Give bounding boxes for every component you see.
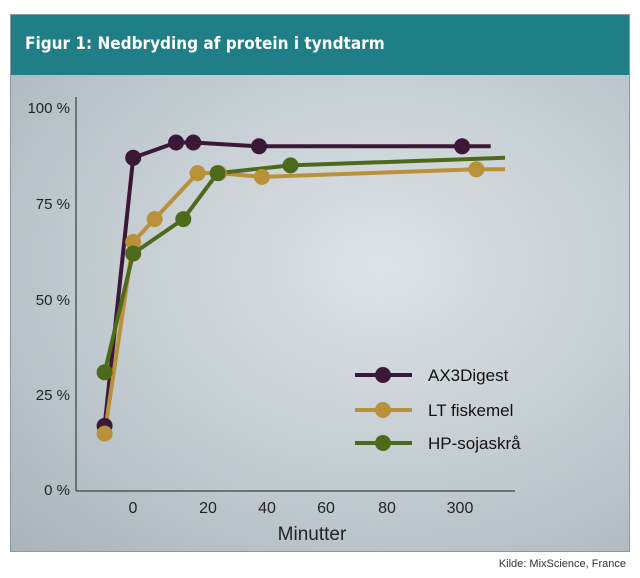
x-tick-label: 0 — [129, 500, 138, 517]
y-tick-label: 75 % — [36, 196, 70, 213]
data-point-ax3digest — [454, 138, 471, 155]
x-tick-label: 20 — [199, 500, 217, 517]
data-point-ax3digest — [125, 149, 142, 166]
x-axis-title: Minutter — [278, 524, 347, 545]
data-point-lt-fiskemel — [125, 234, 142, 250]
series-line-lt-fiskemel — [102, 167, 505, 434]
y-tick-label: 25 % — [36, 387, 70, 404]
data-point-hp-sojaskr- — [175, 211, 192, 228]
legend-swatch-marker — [375, 402, 391, 418]
x-tick-label: 300 — [447, 500, 474, 517]
legend-label: HP-sojaskrå — [428, 434, 521, 453]
data-point-hp-sojaskr- — [125, 245, 142, 262]
y-tick-label: 100 % — [27, 100, 70, 117]
figure-header: Figur 1: Nedbryding af protein i tyndtar… — [11, 15, 629, 75]
plot-area — [11, 75, 629, 551]
data-point-ax3digest — [185, 134, 202, 151]
data-point-hp-sojaskr- — [96, 364, 113, 381]
legend-swatch-marker — [375, 435, 391, 451]
legend-swatch-marker — [375, 367, 391, 383]
data-point-lt-fiskemel — [468, 161, 485, 178]
figure-title: Figur 1: Nedbryding af protein i tyndtar… — [25, 34, 385, 54]
y-tick-label: 0 % — [44, 482, 70, 499]
source-credit: Kilde: MixScience, France — [498, 558, 626, 570]
data-point-lt-fiskemel — [189, 165, 206, 182]
data-point-hp-sojaskr- — [209, 165, 226, 182]
legend-label: AX3Digest — [428, 366, 509, 385]
x-tick-label: 40 — [258, 500, 276, 517]
data-point-lt-fiskemel — [96, 425, 113, 442]
x-tick-label: 80 — [378, 500, 396, 517]
data-point-ax3digest — [168, 134, 185, 151]
data-point-lt-fiskemel — [253, 168, 270, 185]
data-point-hp-sojaskr- — [282, 157, 299, 174]
legend: AX3Digest LT fiskemel HP-sojaskrå — [355, 366, 521, 453]
y-tick-label: 50 % — [36, 292, 70, 309]
x-tick-label: 60 — [317, 500, 335, 517]
legend-item-hp-sojaskra: HP-sojaskrå — [355, 434, 521, 453]
figure-frame: Figur 1: Nedbryding af protein i tyndtar… — [10, 14, 630, 552]
legend-label: LT fiskemel — [428, 401, 513, 420]
series-line-hp-sojaskra — [102, 155, 506, 373]
legend-item-lt-fiskemel: LT fiskemel — [355, 401, 513, 420]
data-point-ax3digest — [251, 138, 267, 155]
data-point-lt-fiskemel — [146, 211, 163, 228]
legend-item-ax3digest: AX3Digest — [355, 366, 509, 385]
series-points — [96, 134, 485, 442]
